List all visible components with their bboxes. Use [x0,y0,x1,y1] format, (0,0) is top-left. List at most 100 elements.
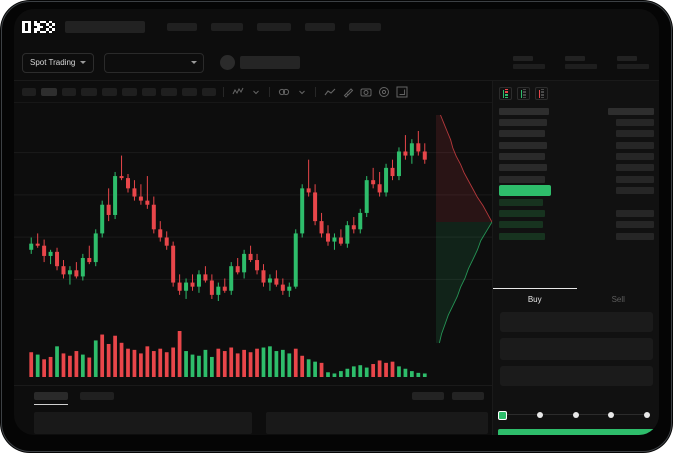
bottom-row-1 [34,412,252,434]
stat-24h-low [565,56,597,69]
nav-item-1[interactable] [167,23,197,31]
tf-30m[interactable] [81,87,97,96]
chevron-down-icon[interactable] [249,85,262,98]
tf-15m[interactable] [62,87,76,96]
nav-item-5[interactable] [349,23,381,31]
tab-buy[interactable]: Buy [493,288,577,310]
orders-tab-group [14,386,492,406]
order-price [499,118,547,126]
tf-4h[interactable] [122,87,137,96]
order-price [499,198,543,206]
search-input[interactable] [65,21,145,33]
carousel-step-3[interactable] [572,412,579,418]
tab-sell[interactable]: Sell [577,288,660,310]
order-total-field[interactable] [500,366,653,386]
bottom-tab-open-orders[interactable] [34,392,68,406]
order-price [499,221,543,229]
price-chart-area[interactable] [14,103,492,385]
nav-item-2[interactable] [211,23,243,31]
order-price [499,185,551,197]
order-book-spread-row[interactable] [499,185,654,197]
tf-1m[interactable] [22,87,36,96]
carousel-step-1[interactable] [498,410,507,420]
bottom-action-2[interactable] [452,392,484,400]
order-book-bids-icon[interactable] [517,87,530,100]
tf-1h[interactable] [102,87,117,96]
tf-more[interactable] [202,87,216,96]
bottom-tab-order-history[interactable] [80,392,114,400]
order-book-header[interactable] [499,107,654,115]
order-amount [616,187,654,195]
nav-item-4[interactable] [305,23,335,31]
market-depth-chart [436,114,492,344]
toolbar-divider [223,86,224,97]
order-book-ask-row[interactable] [499,118,654,126]
order-amount [616,153,654,161]
market-type-dropdown[interactable]: Spot Trading [22,52,95,73]
order-book-bid-row[interactable] [499,210,654,218]
orders-actions-group [412,392,484,400]
timeframe-group [22,87,216,96]
line-chart-icon[interactable] [323,85,336,98]
order-amount [616,221,654,229]
order-book-ask-row[interactable] [499,141,654,149]
order-book-bid-row[interactable] [499,221,654,229]
order-book-bid-row[interactable] [499,198,654,206]
order-book-bid-row[interactable] [499,232,654,240]
primary-cta-button[interactable] [498,429,656,435]
carousel-step-5[interactable] [644,412,650,418]
tf-5m[interactable] [41,87,57,96]
stat-label [513,56,533,61]
okx-logo-icon[interactable] [22,21,55,33]
buy-sell-tabs: Buy Sell [493,288,659,310]
bottom-action-1[interactable] [412,392,444,400]
market-type-label: Spot Trading [30,58,76,67]
tf-1d[interactable] [142,87,156,96]
indicators-icon[interactable] [231,85,244,98]
order-amount-field[interactable] [500,338,653,360]
order-amount [616,210,654,218]
order-amount [608,107,654,115]
order-price [499,175,545,183]
stat-value [513,64,545,69]
stat-value [617,64,649,69]
camera-icon[interactable] [359,85,372,98]
stat-24h-volume [617,56,649,69]
nav-item-3[interactable] [257,23,291,31]
order-price [499,153,545,161]
order-price [499,130,545,138]
compare-icon[interactable] [277,85,290,98]
order-price [499,107,549,115]
market-sub-header: Spot Trading [14,45,659,81]
onboarding-stepper[interactable] [498,409,650,421]
trading-pair-dropdown[interactable] [104,52,205,73]
carousel-step-4[interactable] [608,412,615,418]
fullscreen-icon[interactable] [395,85,408,98]
order-book-ask-row[interactable] [499,153,654,161]
carousel-step-2[interactable] [536,412,543,418]
stat-label [617,56,637,61]
order-book-rows[interactable] [493,107,659,297]
order-book-ask-row[interactable] [499,175,654,183]
candlestick-chart[interactable] [14,103,492,319]
coin-avatar [220,55,236,70]
chevron-down-icon[interactable] [295,85,308,98]
drawing-tools-icon[interactable] [341,85,354,98]
order-price-field[interactable] [500,312,653,332]
chevron-down-icon [80,61,87,64]
tf-1w[interactable] [161,87,177,96]
orders-bottom-panel [14,385,492,435]
chart-toolbar [14,81,659,103]
order-book-both-icon[interactable] [499,87,512,100]
order-amount [616,175,654,183]
tf-1mo[interactable] [182,87,197,96]
settings-icon[interactable] [377,85,390,98]
order-book-asks-icon[interactable] [535,87,548,100]
toolbar-divider [315,86,316,97]
order-book-ask-row[interactable] [499,164,654,172]
order-book-ask-row[interactable] [499,130,654,138]
last-price-value [240,56,301,69]
stat-value [565,64,597,69]
order-price [499,141,547,149]
